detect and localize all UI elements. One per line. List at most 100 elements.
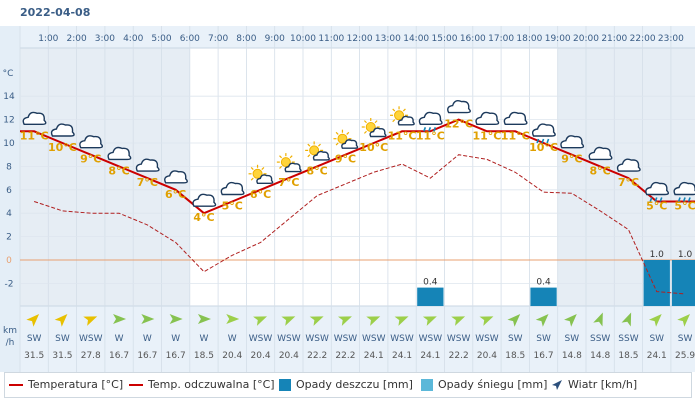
temperature-label: 7°C	[618, 176, 639, 189]
wind-speed: 31.5	[52, 351, 72, 361]
snow-swatch	[421, 379, 433, 391]
hour-label: 22:00	[630, 34, 656, 44]
y-axis-band	[0, 26, 20, 372]
wind-arrow-icon	[366, 316, 381, 326]
cloud-icon	[616, 158, 641, 172]
hour-label: 17:00	[488, 34, 514, 44]
rain-drop	[687, 197, 691, 202]
wind-direction: WSW	[249, 334, 273, 344]
rain-drop	[546, 138, 550, 144]
wind-arrow-icon	[113, 314, 127, 324]
cloud-icon	[588, 146, 613, 161]
wind-speed: 24.1	[420, 351, 440, 361]
wind-arrow-icon	[83, 316, 98, 326]
cloud-shape	[341, 139, 359, 149]
wind-speed: 16.7	[109, 351, 129, 361]
cloud-shape	[645, 181, 670, 196]
wind-direction: WSW	[277, 334, 301, 344]
wind-direction: WSW	[79, 334, 103, 344]
rain-drop	[649, 197, 653, 202]
sun-disc	[337, 133, 348, 144]
hour-label: 3:00	[95, 34, 115, 44]
y-tick-label: 4	[6, 209, 12, 219]
wind-direction: SW	[565, 334, 580, 344]
cloud-shape	[447, 100, 471, 114]
wind-direction: SW	[536, 334, 551, 344]
sun-ray	[307, 154, 311, 158]
rain-drop	[541, 138, 545, 144]
legend-rain-label: Opady deszczu [mm]	[296, 378, 413, 391]
wind-arrow-icon	[169, 314, 183, 324]
cloud-shape	[220, 181, 245, 196]
sun-ray	[335, 142, 339, 146]
wind-direction: W	[143, 334, 152, 344]
sun-ray	[346, 131, 350, 135]
cloud-icon	[79, 135, 104, 149]
cloud-icon	[50, 123, 75, 137]
sun-ray	[363, 130, 367, 134]
wind-arrow-icon	[394, 316, 409, 326]
wind-speed: 22.2	[449, 351, 469, 361]
legend-wind: Wiatr [km/h]	[551, 378, 637, 391]
wind-unit-top: km	[3, 326, 17, 336]
rain-drop	[433, 127, 437, 132]
wind-speed: 18.5	[618, 351, 638, 361]
sun-disc	[365, 122, 376, 132]
cloud-icon	[107, 146, 132, 161]
wind-arrow-icon	[648, 314, 662, 327]
rain-bar	[643, 260, 670, 306]
wind-arrow-icon	[337, 316, 352, 326]
rain-bar	[671, 260, 695, 306]
hour-header-band	[20, 26, 695, 48]
legend-snow: Opady śniegu [mm]	[421, 378, 547, 391]
wind-direction: WSW	[334, 334, 358, 344]
temperature-label: 10°C	[48, 141, 77, 154]
temperature-label: 9°C	[561, 153, 582, 166]
rain-drop	[659, 197, 663, 202]
hour-label: 5:00	[151, 34, 171, 44]
wind-direction: WSW	[362, 334, 386, 344]
hour-label: 13:00	[375, 34, 401, 44]
legend-rain: Opady deszczu [mm]	[279, 378, 413, 391]
wind-direction: SW	[678, 334, 693, 344]
cloud-icon	[164, 170, 188, 184]
sun-ray	[317, 143, 321, 147]
wind-speed: 14.8	[590, 351, 610, 361]
cloud-shape	[418, 111, 443, 125]
wind-speed: 27.8	[81, 351, 101, 361]
hour-label: 6:00	[180, 34, 200, 44]
legend-snow-label: Opady śniegu [mm]	[438, 378, 548, 391]
sun-ray	[335, 131, 339, 135]
forecast-chart: 1:00 2:00 3:00 4:00 5:00 6:00 7:00 8:00 9:00 10:0…	[0, 26, 695, 372]
wind-speed: 31.5	[24, 351, 44, 361]
cloud-shape	[475, 111, 500, 125]
temperature-label: 8°C	[307, 164, 328, 177]
wind-arrow-icon	[141, 314, 155, 324]
sun-ray	[289, 155, 293, 159]
rain-drop	[682, 197, 686, 202]
cloud-shape	[369, 127, 387, 138]
cloud-icon	[475, 111, 500, 125]
sun-ray	[279, 155, 283, 159]
hour-label: 9:00	[265, 34, 285, 44]
hour-label: 18:00	[516, 34, 542, 44]
temperature-label: 10°C	[529, 141, 558, 154]
cloud-icon	[503, 111, 528, 125]
wind-speed: 18.5	[194, 351, 214, 361]
y-tick-label: 12	[3, 116, 14, 126]
wind-direction: SW	[649, 334, 664, 344]
sun-ray	[250, 177, 254, 181]
y-tick-label: 0	[6, 256, 12, 266]
hour-label: 16:00	[460, 34, 486, 44]
sun-ray	[307, 143, 311, 147]
wind-speed: 16.7	[534, 351, 554, 361]
wind-speed: 25.9	[675, 351, 695, 361]
cloud-icon	[135, 158, 160, 172]
sun-ray	[374, 120, 378, 124]
wind-arrow-icon	[309, 316, 324, 326]
wind-arrow-icon	[281, 316, 296, 326]
cloud-shape	[50, 123, 75, 137]
rain-value-label: 1.0	[650, 250, 665, 260]
cloud-shape	[192, 193, 217, 207]
hour-label: 23:00	[658, 34, 684, 44]
